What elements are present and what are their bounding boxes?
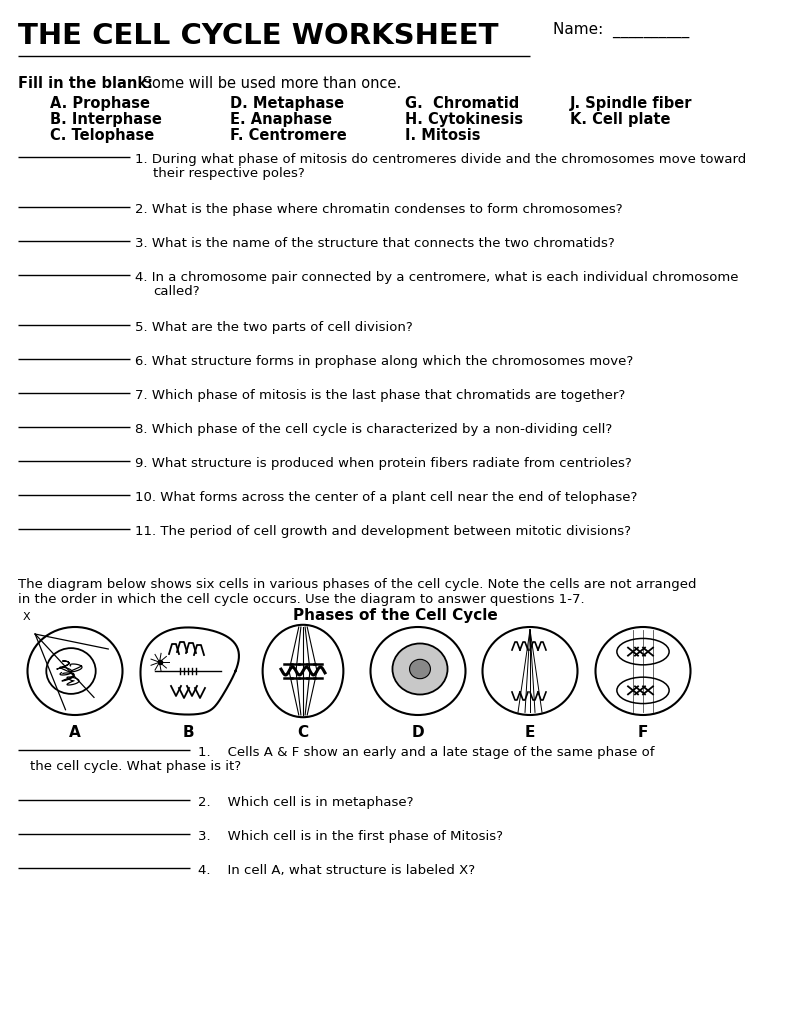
Text: G.  Chromatid: G. Chromatid [405, 96, 519, 111]
Text: .: . [18, 66, 23, 81]
Text: X: X [23, 611, 30, 622]
Text: 6. What structure forms in prophase along which the chromosomes move?: 6. What structure forms in prophase alon… [135, 355, 634, 368]
Text: 8. Which phase of the cell cycle is characterized by a non-dividing cell?: 8. Which phase of the cell cycle is char… [135, 423, 612, 436]
Text: THE CELL CYCLE WORKSHEET: THE CELL CYCLE WORKSHEET [18, 22, 498, 50]
Ellipse shape [392, 643, 448, 694]
Text: D: D [411, 725, 424, 739]
Text: 4. In a chromosome pair connected by a centromere, what is each individual chrom: 4. In a chromosome pair connected by a c… [135, 271, 739, 284]
Text: 9. What structure is produced when protein fibers radiate from centrioles?: 9. What structure is produced when prote… [135, 457, 632, 470]
Text: called?: called? [153, 285, 199, 298]
Text: 5. What are the two parts of cell division?: 5. What are the two parts of cell divisi… [135, 321, 413, 334]
Text: the cell cycle. What phase is it?: the cell cycle. What phase is it? [30, 760, 241, 772]
Text: H. Cytokinesis: H. Cytokinesis [405, 112, 523, 127]
Text: I. Mitosis: I. Mitosis [405, 128, 480, 143]
Text: A: A [69, 725, 81, 739]
Text: 11. The period of cell growth and development between mitotic divisions?: 11. The period of cell growth and develo… [135, 525, 631, 538]
Text: 1. During what phase of mitosis do centromeres divide and the chromosomes move t: 1. During what phase of mitosis do centr… [135, 153, 746, 166]
Text: F: F [638, 725, 648, 739]
Text: D. Metaphase: D. Metaphase [230, 96, 344, 111]
Text: The diagram below shows six cells in various phases of the cell cycle. Note the : The diagram below shows six cells in var… [18, 578, 697, 591]
Text: 2. What is the phase where chromatin condenses to form chromosomes?: 2. What is the phase where chromatin con… [135, 203, 623, 216]
Text: Name:  __________: Name: __________ [553, 22, 689, 38]
Text: F. Centromere: F. Centromere [230, 128, 346, 143]
Text: A. Prophase: A. Prophase [50, 96, 150, 111]
Text: E: E [524, 725, 536, 739]
Text: C. Telophase: C. Telophase [50, 128, 154, 143]
Ellipse shape [410, 659, 430, 679]
Text: 1.    Cells A & F show an early and a late stage of the same phase of: 1. Cells A & F show an early and a late … [198, 745, 654, 759]
Text: J. Spindle fiber: J. Spindle fiber [570, 96, 692, 111]
Text: C: C [297, 725, 308, 739]
Text: B. Interphase: B. Interphase [50, 112, 162, 127]
Text: B: B [182, 725, 194, 739]
Text: 7. Which phase of mitosis is the last phase that chromatids are together?: 7. Which phase of mitosis is the last ph… [135, 389, 625, 402]
Text: Some will be used more than once.: Some will be used more than once. [138, 76, 401, 91]
Text: K. Cell plate: K. Cell plate [570, 112, 671, 127]
Text: Fill in the blank:: Fill in the blank: [18, 76, 153, 91]
Text: 3. What is the name of the structure that connects the two chromatids?: 3. What is the name of the structure tha… [135, 237, 615, 250]
Text: 3.    Which cell is in the first phase of Mitosis?: 3. Which cell is in the first phase of M… [198, 829, 503, 843]
Text: 4.    In cell A, what structure is labeled X?: 4. In cell A, what structure is labeled … [198, 863, 475, 877]
Text: their respective poles?: their respective poles? [153, 167, 305, 180]
Text: Phases of the Cell Cycle: Phases of the Cell Cycle [293, 608, 498, 623]
Text: E. Anaphase: E. Anaphase [230, 112, 332, 127]
Text: in the order in which the cell cycle occurs. Use the diagram to answer questions: in the order in which the cell cycle occ… [18, 593, 585, 606]
Text: 2.    Which cell is in metaphase?: 2. Which cell is in metaphase? [198, 796, 414, 809]
Text: 10. What forms across the center of a plant cell near the end of telophase?: 10. What forms across the center of a pl… [135, 490, 638, 504]
